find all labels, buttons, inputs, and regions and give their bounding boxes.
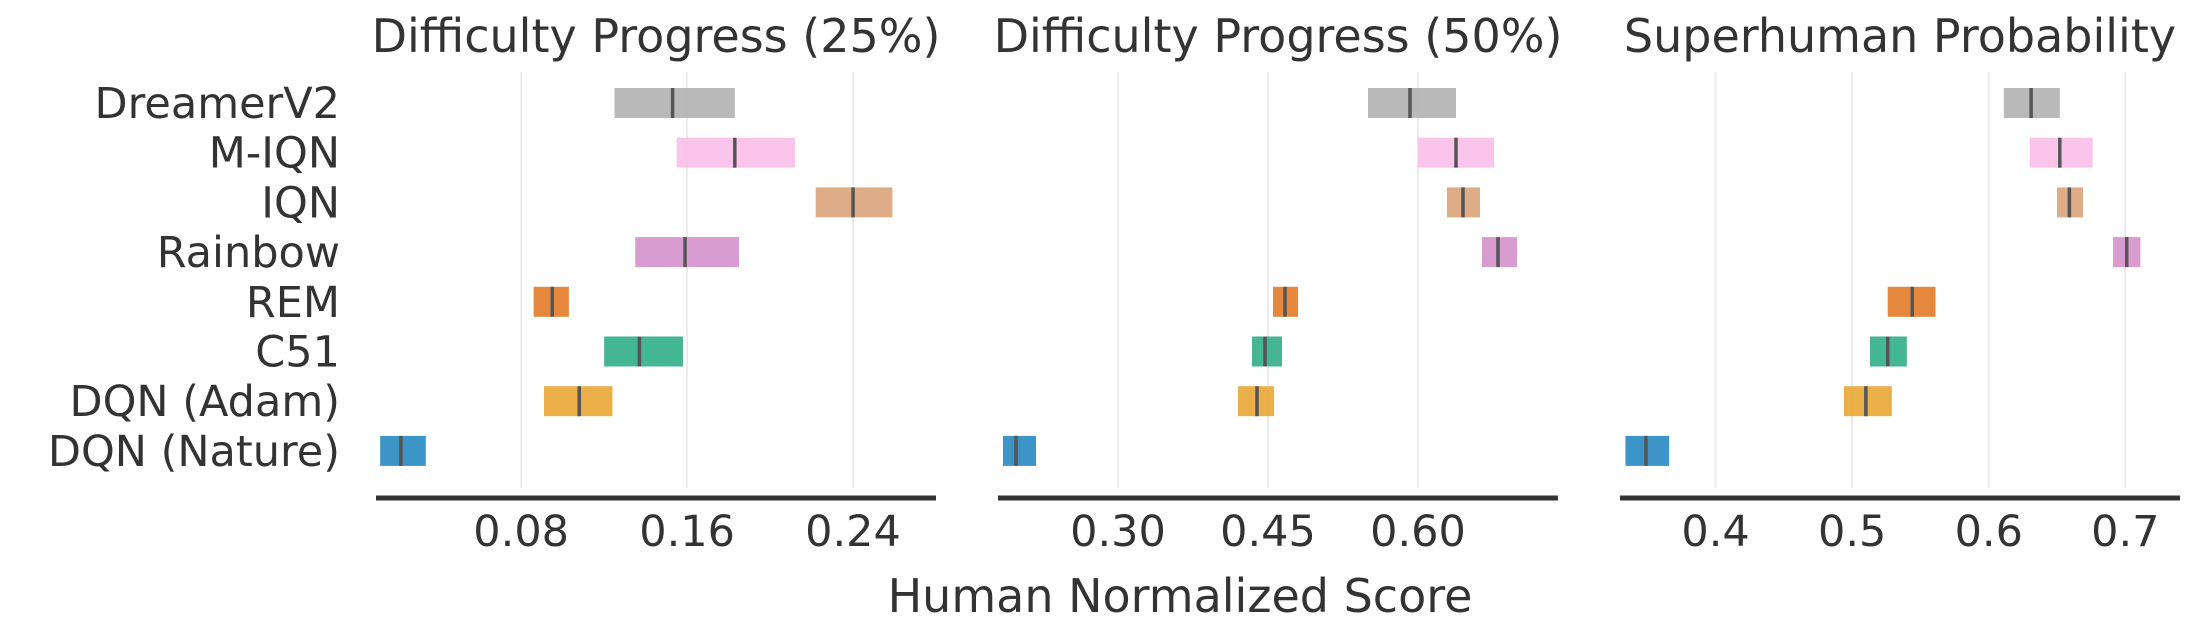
x-tick-label: 0.5 xyxy=(1818,507,1886,557)
x-axis-label: Human Normalized Score xyxy=(888,569,1473,623)
interval-bar-dqn-nature xyxy=(1003,435,1036,466)
panel-3: Superhuman Probability 0.4 0.5 0.6 0.7 xyxy=(1620,9,2180,557)
algorithm-label-dreamerv2: DreamerV2 xyxy=(95,79,340,129)
panel-title: Difficulty Progress (25%) xyxy=(372,9,941,63)
interval-bar-dqn-nature xyxy=(380,435,426,466)
algorithm-label-rem: REM xyxy=(246,278,340,328)
algorithm-label-dqn-adam: DQN (Adam) xyxy=(69,377,340,427)
panels: Difficulty Progress (25%)0.08 0.16 0.24Dif… xyxy=(372,9,2180,557)
x-tick-label: 0.6 xyxy=(1955,507,2023,557)
interval-bar-c51 xyxy=(1252,336,1282,367)
x-tick-label: 0.7 xyxy=(2091,507,2159,557)
interval-bar-dreamerv2 xyxy=(614,88,735,118)
panel-title: Superhuman Probability xyxy=(1624,9,2176,63)
algorithm-label-c51: C51 xyxy=(255,328,340,378)
interval-bar-rainbow xyxy=(635,237,739,268)
interval-bar-c51 xyxy=(604,336,683,367)
x-tick-label: 0.16 xyxy=(639,507,735,557)
panel-1: Difficulty Progress (25%) 0.08 0.16 0.24 xyxy=(372,9,941,557)
panel-2: Difficulty Progress (50%) 0.30 0.45 0.60 xyxy=(994,9,1563,557)
algorithm-label-rainbow: Rainbow xyxy=(157,228,340,278)
algorithm-label-dqn-nature: DQN (Nature) xyxy=(48,427,340,477)
algorithm-label-iqn: IQN xyxy=(261,178,340,228)
x-tick-label: 0.24 xyxy=(805,507,901,557)
x-tick-label: 0.4 xyxy=(1681,507,1749,557)
x-tick-label: 0.45 xyxy=(1220,507,1316,557)
x-tick-label: 0.60 xyxy=(1370,507,1466,557)
interval-bar-dqn-adam xyxy=(1844,386,1892,417)
interval-bar-dreamerv2 xyxy=(1368,88,1456,118)
x-tick-label: 0.08 xyxy=(473,507,569,557)
panel-title: Difficulty Progress (50%) xyxy=(994,9,1563,63)
x-tick-label: 0.30 xyxy=(1070,507,1166,557)
algorithm-label-m-iqn: M-IQN xyxy=(209,129,340,179)
